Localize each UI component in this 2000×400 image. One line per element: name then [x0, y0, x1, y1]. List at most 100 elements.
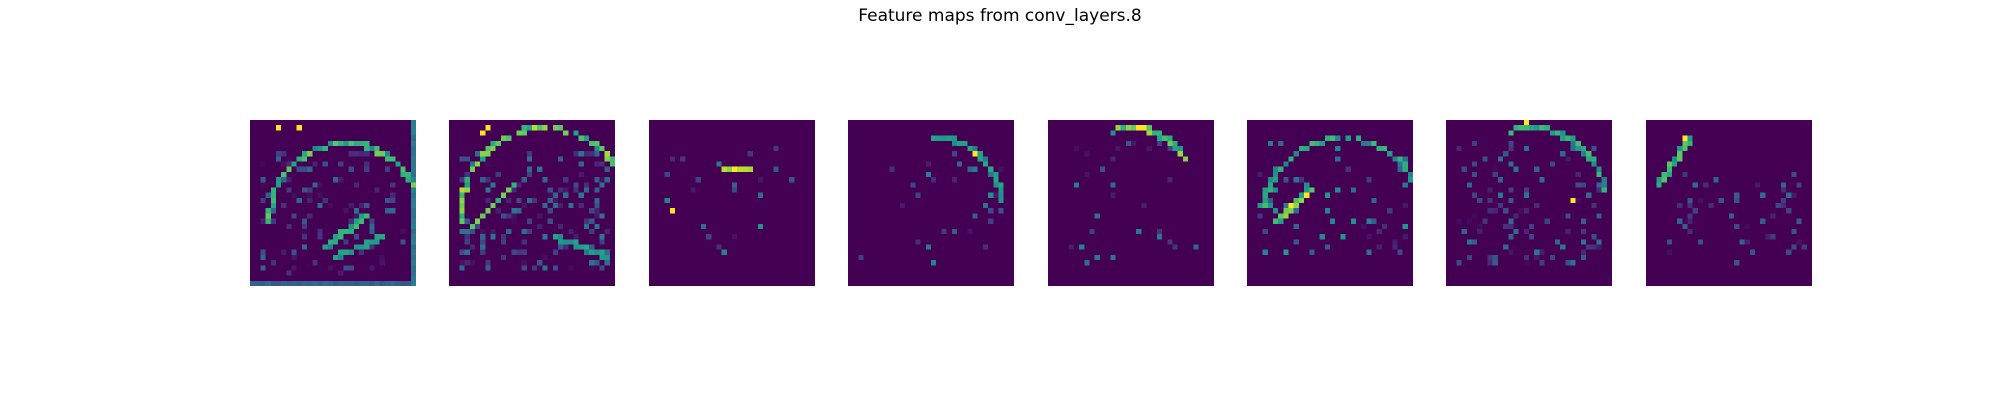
- heatmap-cell: [1146, 145, 1152, 152]
- heatmap-cell: [1487, 187, 1494, 193]
- heatmap-cell: [485, 187, 491, 193]
- heatmap-cell: [915, 192, 921, 198]
- heatmap-cell: [358, 280, 365, 286]
- heatmap-cell: [1073, 145, 1079, 152]
- heatmap-cell: [490, 145, 497, 152]
- heatmap-cell: [589, 228, 595, 235]
- heatmap-cell: [573, 244, 580, 250]
- heatmap-cell: [1109, 192, 1116, 198]
- heatmap-cell: [1687, 228, 1693, 235]
- feature-map-1: [250, 120, 416, 286]
- heatmap-cell: [353, 244, 359, 250]
- heatmap-cell: [327, 140, 333, 146]
- heatmap-cell: [594, 140, 600, 146]
- heatmap-cell: [1749, 249, 1755, 255]
- heatmap-cell: [301, 187, 308, 193]
- heatmap-cell: [532, 125, 538, 131]
- heatmap-cell: [307, 187, 313, 193]
- heatmap-cell: [547, 208, 554, 214]
- heatmap-cell: [1257, 203, 1263, 209]
- heatmap-cell: [1581, 182, 1587, 188]
- heatmap-cell: [333, 234, 339, 240]
- heatmap-cell: [291, 192, 297, 198]
- heatmap-cell: [537, 223, 543, 229]
- heatmap-cell: [410, 280, 416, 286]
- heatmap-cell: [594, 249, 600, 255]
- heatmap-cell: [1257, 213, 1263, 219]
- feature-map-heatmap-3: [648, 120, 815, 286]
- heatmap-cell: [579, 171, 585, 178]
- heatmap-cell: [480, 239, 486, 245]
- heatmap-cell: [1586, 244, 1592, 250]
- heatmap-cell: [931, 260, 937, 266]
- heatmap-cell: [1519, 208, 1525, 214]
- heatmap-cell: [563, 177, 569, 183]
- heatmap-cell: [1560, 135, 1566, 141]
- heatmap-cell: [1513, 125, 1520, 131]
- heatmap-cell: [405, 280, 411, 286]
- heatmap-cell: [1130, 140, 1136, 146]
- heatmap-cell: [516, 197, 523, 203]
- heatmap-cell: [1602, 187, 1608, 193]
- heatmap-cell: [480, 228, 486, 235]
- heatmap-cell: [584, 218, 590, 224]
- heatmap-cell: [475, 151, 481, 157]
- heatmap-cell: [589, 208, 595, 214]
- heatmap-cell: [480, 151, 486, 157]
- heatmap-cell: [1456, 145, 1462, 152]
- heatmap-cell: [594, 161, 600, 167]
- heatmap-cell: [1330, 135, 1336, 141]
- heatmap-cell: [558, 156, 564, 162]
- heatmap-cell: [988, 166, 994, 172]
- heatmap-cell: [1172, 244, 1178, 250]
- heatmap-cell: [1524, 125, 1530, 131]
- heatmap-cell: [1534, 166, 1540, 172]
- heatmap-cell: [589, 218, 595, 224]
- heatmap-cell: [742, 166, 748, 172]
- heatmap-cell: [348, 140, 354, 146]
- heatmap-cell: [579, 192, 585, 198]
- heatmap-cell: [1151, 130, 1157, 136]
- heatmap-cell: [338, 249, 344, 255]
- heatmap-cell: [542, 265, 548, 271]
- heatmap-cell: [1524, 208, 1530, 214]
- heatmap-cell: [1682, 140, 1688, 146]
- heatmap-cell: [1565, 135, 1571, 141]
- heatmap-cell: [327, 280, 333, 286]
- heatmap-cell: [1472, 239, 1478, 245]
- heatmap-cell: [1283, 208, 1289, 214]
- heatmap-cell: [374, 234, 380, 240]
- heatmap-cell: [542, 203, 548, 209]
- heatmap-cell: [1770, 213, 1776, 219]
- heatmap-cell: [1801, 244, 1807, 250]
- heatmap-cell: [1576, 140, 1582, 146]
- heatmap-cell: [1534, 254, 1540, 261]
- heatmap-cell: [265, 208, 271, 214]
- heatmap-cell: [410, 239, 416, 245]
- heatmap-cell: [255, 280, 261, 286]
- heatmap-cell: [301, 234, 308, 240]
- heatmap-cell: [1524, 228, 1530, 235]
- heatmap-cell: [1576, 171, 1582, 178]
- heatmap-cell: [379, 280, 385, 286]
- heatmap-cell: [511, 218, 517, 224]
- heatmap-cell: [410, 228, 416, 235]
- feature-map-5: [1047, 120, 1214, 286]
- heatmap-cell: [1581, 228, 1587, 235]
- heatmap-cell: [384, 197, 391, 203]
- heatmap-cell: [410, 223, 416, 229]
- heatmap-cell: [1708, 203, 1714, 209]
- heatmap-cell: [568, 239, 574, 245]
- heatmap-cell: [1529, 125, 1535, 131]
- heatmap-cell: [307, 166, 313, 172]
- heatmap-cell: [1177, 145, 1183, 152]
- heatmap-cell: [931, 177, 937, 183]
- heatmap-cell: [1498, 156, 1504, 162]
- heatmap-cell: [589, 151, 595, 157]
- heatmap-cell: [983, 161, 989, 167]
- heatmap-cell: [322, 244, 328, 250]
- heatmap-cell: [1775, 203, 1781, 209]
- heatmap-cell: [485, 260, 491, 266]
- heatmap-cell: [610, 156, 616, 162]
- heatmap-cell: [410, 213, 416, 219]
